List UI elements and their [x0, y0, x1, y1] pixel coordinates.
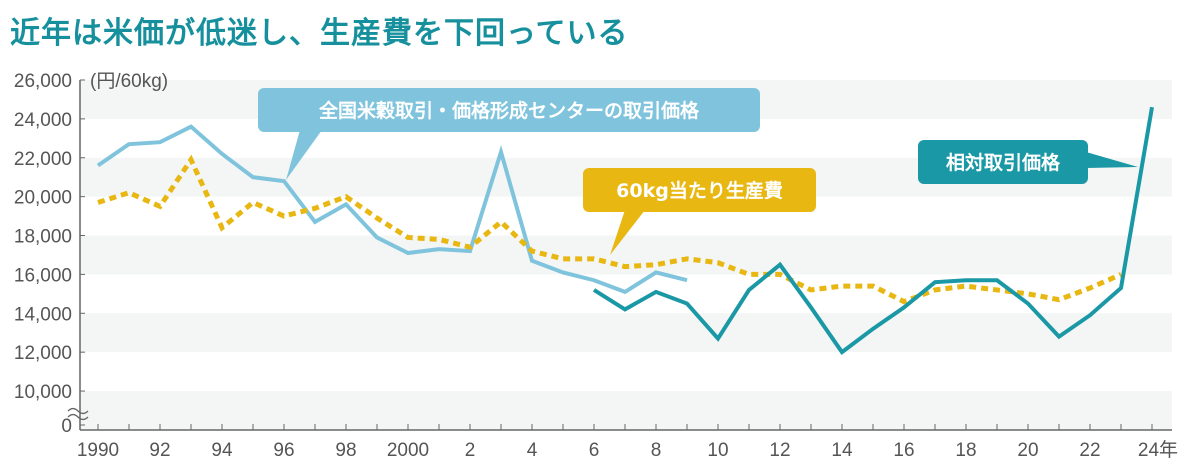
legend-relative-price: 相対取引価格 — [918, 140, 1138, 184]
x-tick-label: 14 — [831, 440, 853, 461]
legend-center-price: 全国米穀取引・価格形成センターの取引価格 — [258, 88, 760, 180]
y-axis-unit: (円/60kg) — [90, 71, 168, 92]
x-tick-label: 16 — [893, 440, 914, 461]
callout-pointer — [610, 210, 645, 255]
x-tick-label: 2000 — [387, 440, 429, 461]
x-tick-label: 92 — [149, 440, 170, 461]
x-tick-label: 4 — [527, 440, 538, 461]
axis-break-icon — [67, 407, 89, 421]
y-tick-label: 20,000 — [14, 188, 72, 209]
y-tick-label: 14,000 — [14, 304, 72, 325]
legend-label: 全国米穀取引・価格形成センターの取引価格 — [318, 99, 700, 122]
grid-band — [80, 313, 1172, 353]
y-tick-label: 26,000 — [14, 71, 72, 92]
y-tick-label: 12,000 — [14, 343, 72, 364]
callout-pointer — [286, 130, 322, 180]
y-tick-label: 10,000 — [14, 382, 72, 403]
x-tick-label: 12 — [769, 440, 790, 461]
y-tick-label: 18,000 — [14, 227, 72, 248]
x-tick-label: 22 — [1079, 440, 1100, 461]
center-price-line — [96, 124, 688, 295]
legend-production-cost: 60kg当たり生産費 — [583, 168, 816, 255]
x-tick-label: 18 — [955, 440, 976, 461]
x-tick-label: 96 — [273, 440, 294, 461]
x-tick-label: 20 — [1017, 440, 1038, 461]
y-tick-label: 0 — [61, 416, 72, 437]
legend-label: 60kg当たり生産費 — [616, 179, 783, 202]
x-tick-label: 2 — [465, 440, 476, 461]
x-tick-label: 10 — [707, 440, 728, 461]
callout-box — [258, 88, 760, 132]
y-tick-label: 16,000 — [14, 265, 72, 286]
x-tick-label: 8 — [651, 440, 662, 461]
chart-title: 近年は米価が低迷し、生産費を下回っている — [10, 16, 629, 51]
x-tick-label: 24年 — [1138, 439, 1178, 461]
x-tick-label: 98 — [335, 440, 356, 461]
x-tick-label: 1990 — [77, 440, 119, 461]
x-tick-label: 94 — [211, 440, 233, 461]
callout-pointer — [1086, 152, 1138, 168]
callout-box — [583, 168, 816, 212]
callout-box — [918, 140, 1088, 184]
y-tick-label: 24,000 — [14, 110, 72, 131]
x-tick-label: 6 — [589, 440, 600, 461]
production-cost-line — [97, 154, 1123, 305]
grid-band — [80, 391, 1172, 430]
y-tick-label: 22,000 — [14, 149, 72, 170]
legend-label: 相対取引価格 — [946, 151, 1061, 174]
